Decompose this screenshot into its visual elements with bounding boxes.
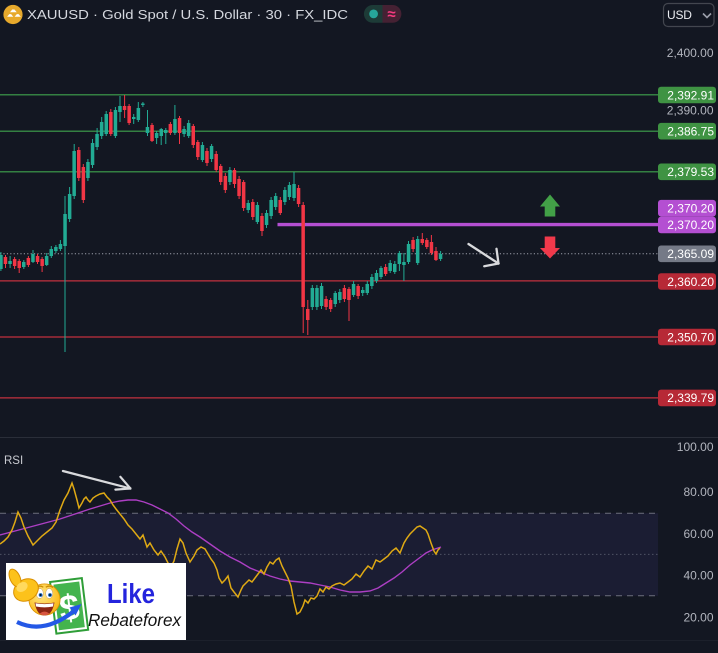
svg-text:60.00: 60.00 bbox=[683, 527, 713, 541]
svg-text:Rebateforex: Rebateforex bbox=[88, 610, 182, 630]
svg-text:2,370.20: 2,370.20 bbox=[667, 218, 714, 232]
svg-text:2,390.00: 2,390.00 bbox=[667, 104, 714, 118]
svg-text:2,365.09: 2,365.09 bbox=[667, 247, 714, 261]
svg-text:2,339.79: 2,339.79 bbox=[667, 391, 714, 405]
svg-text:≈: ≈ bbox=[387, 6, 395, 23]
svg-text:2,379.53: 2,379.53 bbox=[667, 165, 714, 179]
svg-text:2,392.91: 2,392.91 bbox=[667, 88, 714, 102]
svg-text:XAUUSD · Gold Spot / U.S. Doll: XAUUSD · Gold Spot / U.S. Dollar · 30 · … bbox=[27, 7, 349, 22]
svg-text:2,370.20: 2,370.20 bbox=[667, 202, 714, 216]
svg-text:2,350.70: 2,350.70 bbox=[667, 330, 714, 344]
svg-text:Like: Like bbox=[107, 578, 155, 609]
svg-text:RSI: RSI bbox=[4, 455, 23, 467]
svg-text:40.00: 40.00 bbox=[683, 569, 713, 583]
svg-text:USD: USD bbox=[667, 8, 692, 22]
svg-text:2,386.75: 2,386.75 bbox=[667, 125, 714, 139]
svg-text:100.00: 100.00 bbox=[677, 440, 714, 454]
svg-text:2,400.00: 2,400.00 bbox=[667, 46, 714, 60]
svg-text:2,360.20: 2,360.20 bbox=[667, 275, 714, 289]
svg-text:20.00: 20.00 bbox=[683, 610, 713, 624]
svg-text:80.00: 80.00 bbox=[683, 485, 713, 499]
